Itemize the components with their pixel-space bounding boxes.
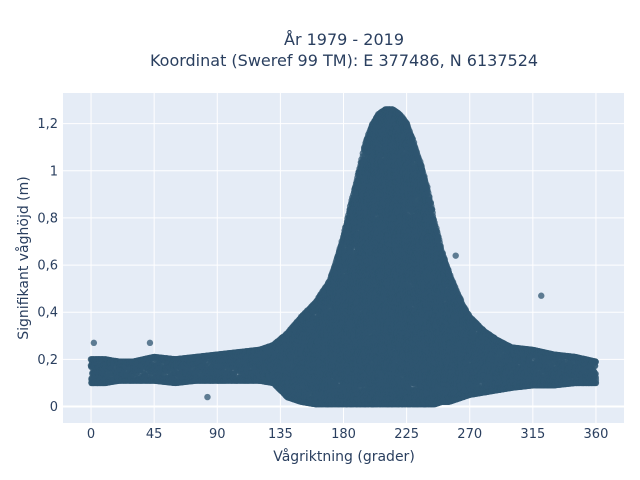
data-points	[87, 106, 600, 408]
chart-title-line2: Koordinat (Sweref 99 TM): E 377486, N 61…	[150, 51, 538, 70]
chart-title-line1: År 1979 - 2019	[284, 30, 404, 49]
